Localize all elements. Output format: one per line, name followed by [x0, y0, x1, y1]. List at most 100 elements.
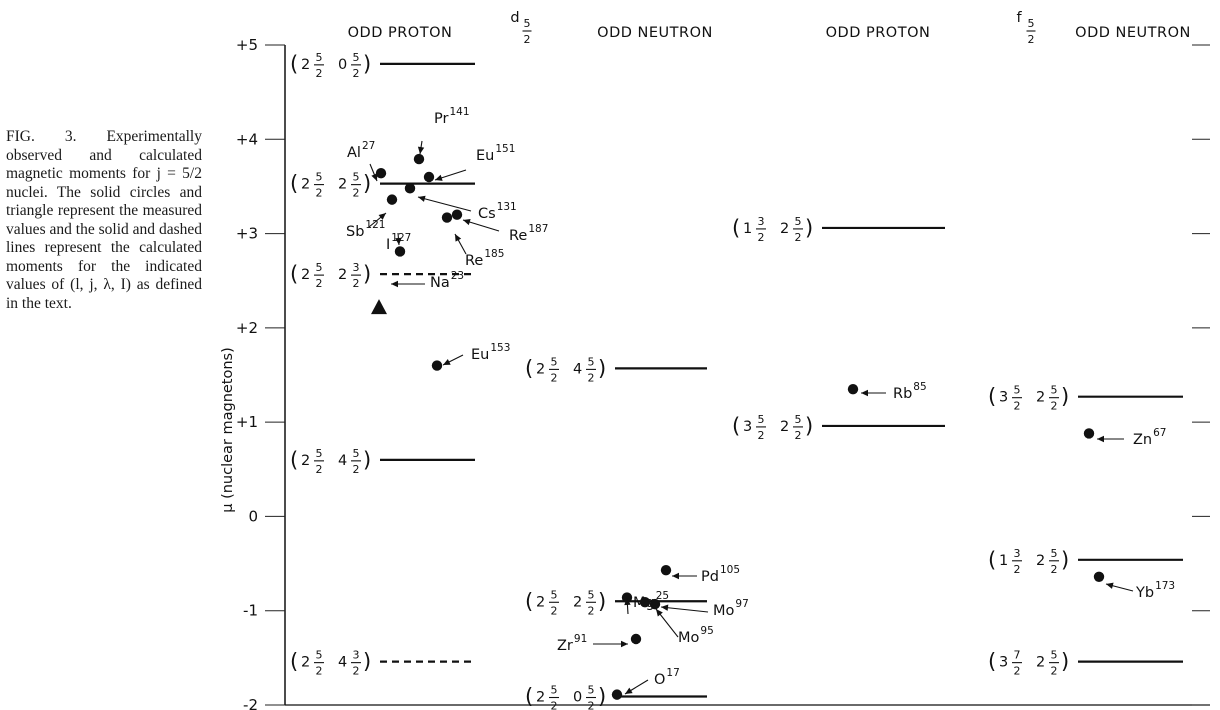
fraction-denominator: 2: [316, 463, 323, 476]
measured-point: [441, 212, 453, 223]
fraction-denominator: 2: [1051, 563, 1058, 576]
fraction-numerator: 3: [1014, 547, 1021, 560]
measured-moment: Mo97: [649, 598, 749, 619]
fraction-numerator: 5: [316, 649, 323, 662]
arrow-head: [672, 572, 679, 580]
state-open-paren: (: [732, 216, 740, 240]
nucleus-mass: 185: [484, 248, 504, 260]
fraction-denominator: 2: [1014, 400, 1021, 413]
nucleus-mass: 23: [451, 270, 464, 282]
nucleus-symbol: Mo: [678, 630, 700, 646]
nucleus-label: Pd105: [701, 564, 740, 585]
nucleus-label: Rb85: [893, 381, 927, 402]
fraction-denominator: 2: [795, 231, 802, 244]
arrow-head: [624, 598, 631, 606]
nucleus-mass: 97: [735, 598, 748, 610]
fraction-denominator: 2: [1051, 665, 1058, 678]
section-header: ODD PROTON: [826, 25, 931, 41]
y-tick-label: -1: [243, 602, 258, 620]
fraction-denominator: 2: [353, 665, 360, 678]
orbital-letter: d: [510, 10, 519, 26]
nucleus-symbol: Re: [509, 228, 527, 244]
calculated-moment: (2 522 52): [290, 171, 475, 200]
fraction-denominator: 2: [353, 67, 360, 80]
arrow-head: [621, 640, 628, 648]
y-axis-ticks: +5 +4 +3 +2 +1 0 -1 -2: [236, 36, 1210, 710]
measured-point: [413, 153, 425, 165]
nucleus-symbol: Pd: [701, 569, 719, 585]
arrow-head: [625, 687, 633, 694]
nucleus-symbol: Rb: [893, 386, 912, 402]
state-l: 2: [301, 453, 310, 469]
nucleus-label: Mo97: [713, 598, 749, 619]
fraction-numerator: 5: [758, 413, 765, 426]
fraction-denominator: 2: [524, 33, 531, 46]
nucleus-label: I127: [386, 232, 411, 253]
fraction-numerator: 5: [316, 447, 323, 460]
nucleus-label: Zr91: [557, 633, 587, 654]
state-l: 2: [536, 690, 545, 706]
state-open-paren: (: [290, 262, 298, 286]
axes-frame: μ (nuclear magnetons): [220, 45, 1210, 706]
measured-point: [621, 592, 633, 603]
annotation-arrow: [417, 196, 472, 212]
nucleus-symbol: Pr: [434, 111, 448, 127]
measured-point: [451, 209, 463, 220]
state-l: 1: [999, 553, 1008, 569]
nucleus-mass: 67: [1153, 427, 1166, 439]
measured-moment: O17: [611, 667, 680, 700]
measured-moment: Zr91: [557, 633, 642, 654]
y-tick-label: +2: [236, 319, 258, 337]
fraction-denominator: 2: [1028, 33, 1035, 46]
fraction-numerator: 5: [1028, 17, 1035, 30]
arrow-head: [1106, 582, 1114, 589]
arrow-head: [463, 218, 471, 226]
state-lambda: 2: [1036, 655, 1045, 671]
measured-moment: Eu153: [431, 342, 510, 371]
fraction-denominator: 2: [551, 700, 558, 710]
nucleus-label: O17: [654, 667, 680, 688]
measured-moment: Eu151: [423, 143, 515, 183]
state-open-paren: (: [290, 650, 298, 674]
nucleus-symbol: Yb: [1135, 585, 1154, 601]
state-lambda: 2: [780, 221, 789, 237]
nucleus-symbol: Zn: [1133, 432, 1152, 448]
y-tick-label: 0: [248, 507, 258, 525]
measured-point: [394, 246, 406, 257]
section-header: ODD NEUTRON: [597, 25, 713, 41]
y-axis-label: μ (nuclear magnetons): [220, 347, 236, 513]
measured-point: [649, 598, 661, 610]
calculated-moment: (2 520 52): [290, 51, 475, 80]
state-lambda: 2: [338, 177, 347, 193]
state-close-paren: ): [363, 448, 371, 472]
fraction-numerator: 3: [353, 649, 360, 662]
state-lambda: 0: [573, 690, 582, 706]
arrow-head: [656, 609, 663, 617]
state-l: 2: [301, 267, 310, 283]
measured-point: [1083, 428, 1095, 439]
fraction-denominator: 2: [551, 604, 558, 617]
nucleus-symbol: I: [386, 237, 390, 253]
fraction-denominator: 2: [795, 429, 802, 442]
arrow-head: [371, 173, 378, 181]
measured-moment: Pr141: [413, 106, 470, 165]
fraction-denominator: 2: [316, 277, 323, 290]
fraction-numerator: 5: [524, 17, 531, 30]
nucleus-mass: 95: [700, 625, 713, 637]
measured-triangle: [371, 299, 387, 315]
calculated-moment: (2 520 52): [525, 684, 707, 710]
state-close-paren: ): [598, 685, 606, 709]
measured-moment: Sb121: [346, 194, 398, 240]
measured-point: [404, 183, 416, 194]
measured-point: [1093, 571, 1105, 582]
measured-point: [423, 171, 435, 183]
arrow-head: [1097, 435, 1104, 443]
state-open-paren: (: [988, 650, 996, 674]
nucleus-label: Zn67: [1133, 427, 1167, 448]
nucleus-mass: 173: [1155, 580, 1175, 592]
fraction-numerator: 5: [795, 413, 802, 426]
fraction-denominator: 2: [551, 371, 558, 384]
state-lambda: 4: [338, 453, 347, 469]
nucleus-symbol: Mo: [713, 603, 735, 619]
state-lambda: 0: [338, 57, 347, 73]
